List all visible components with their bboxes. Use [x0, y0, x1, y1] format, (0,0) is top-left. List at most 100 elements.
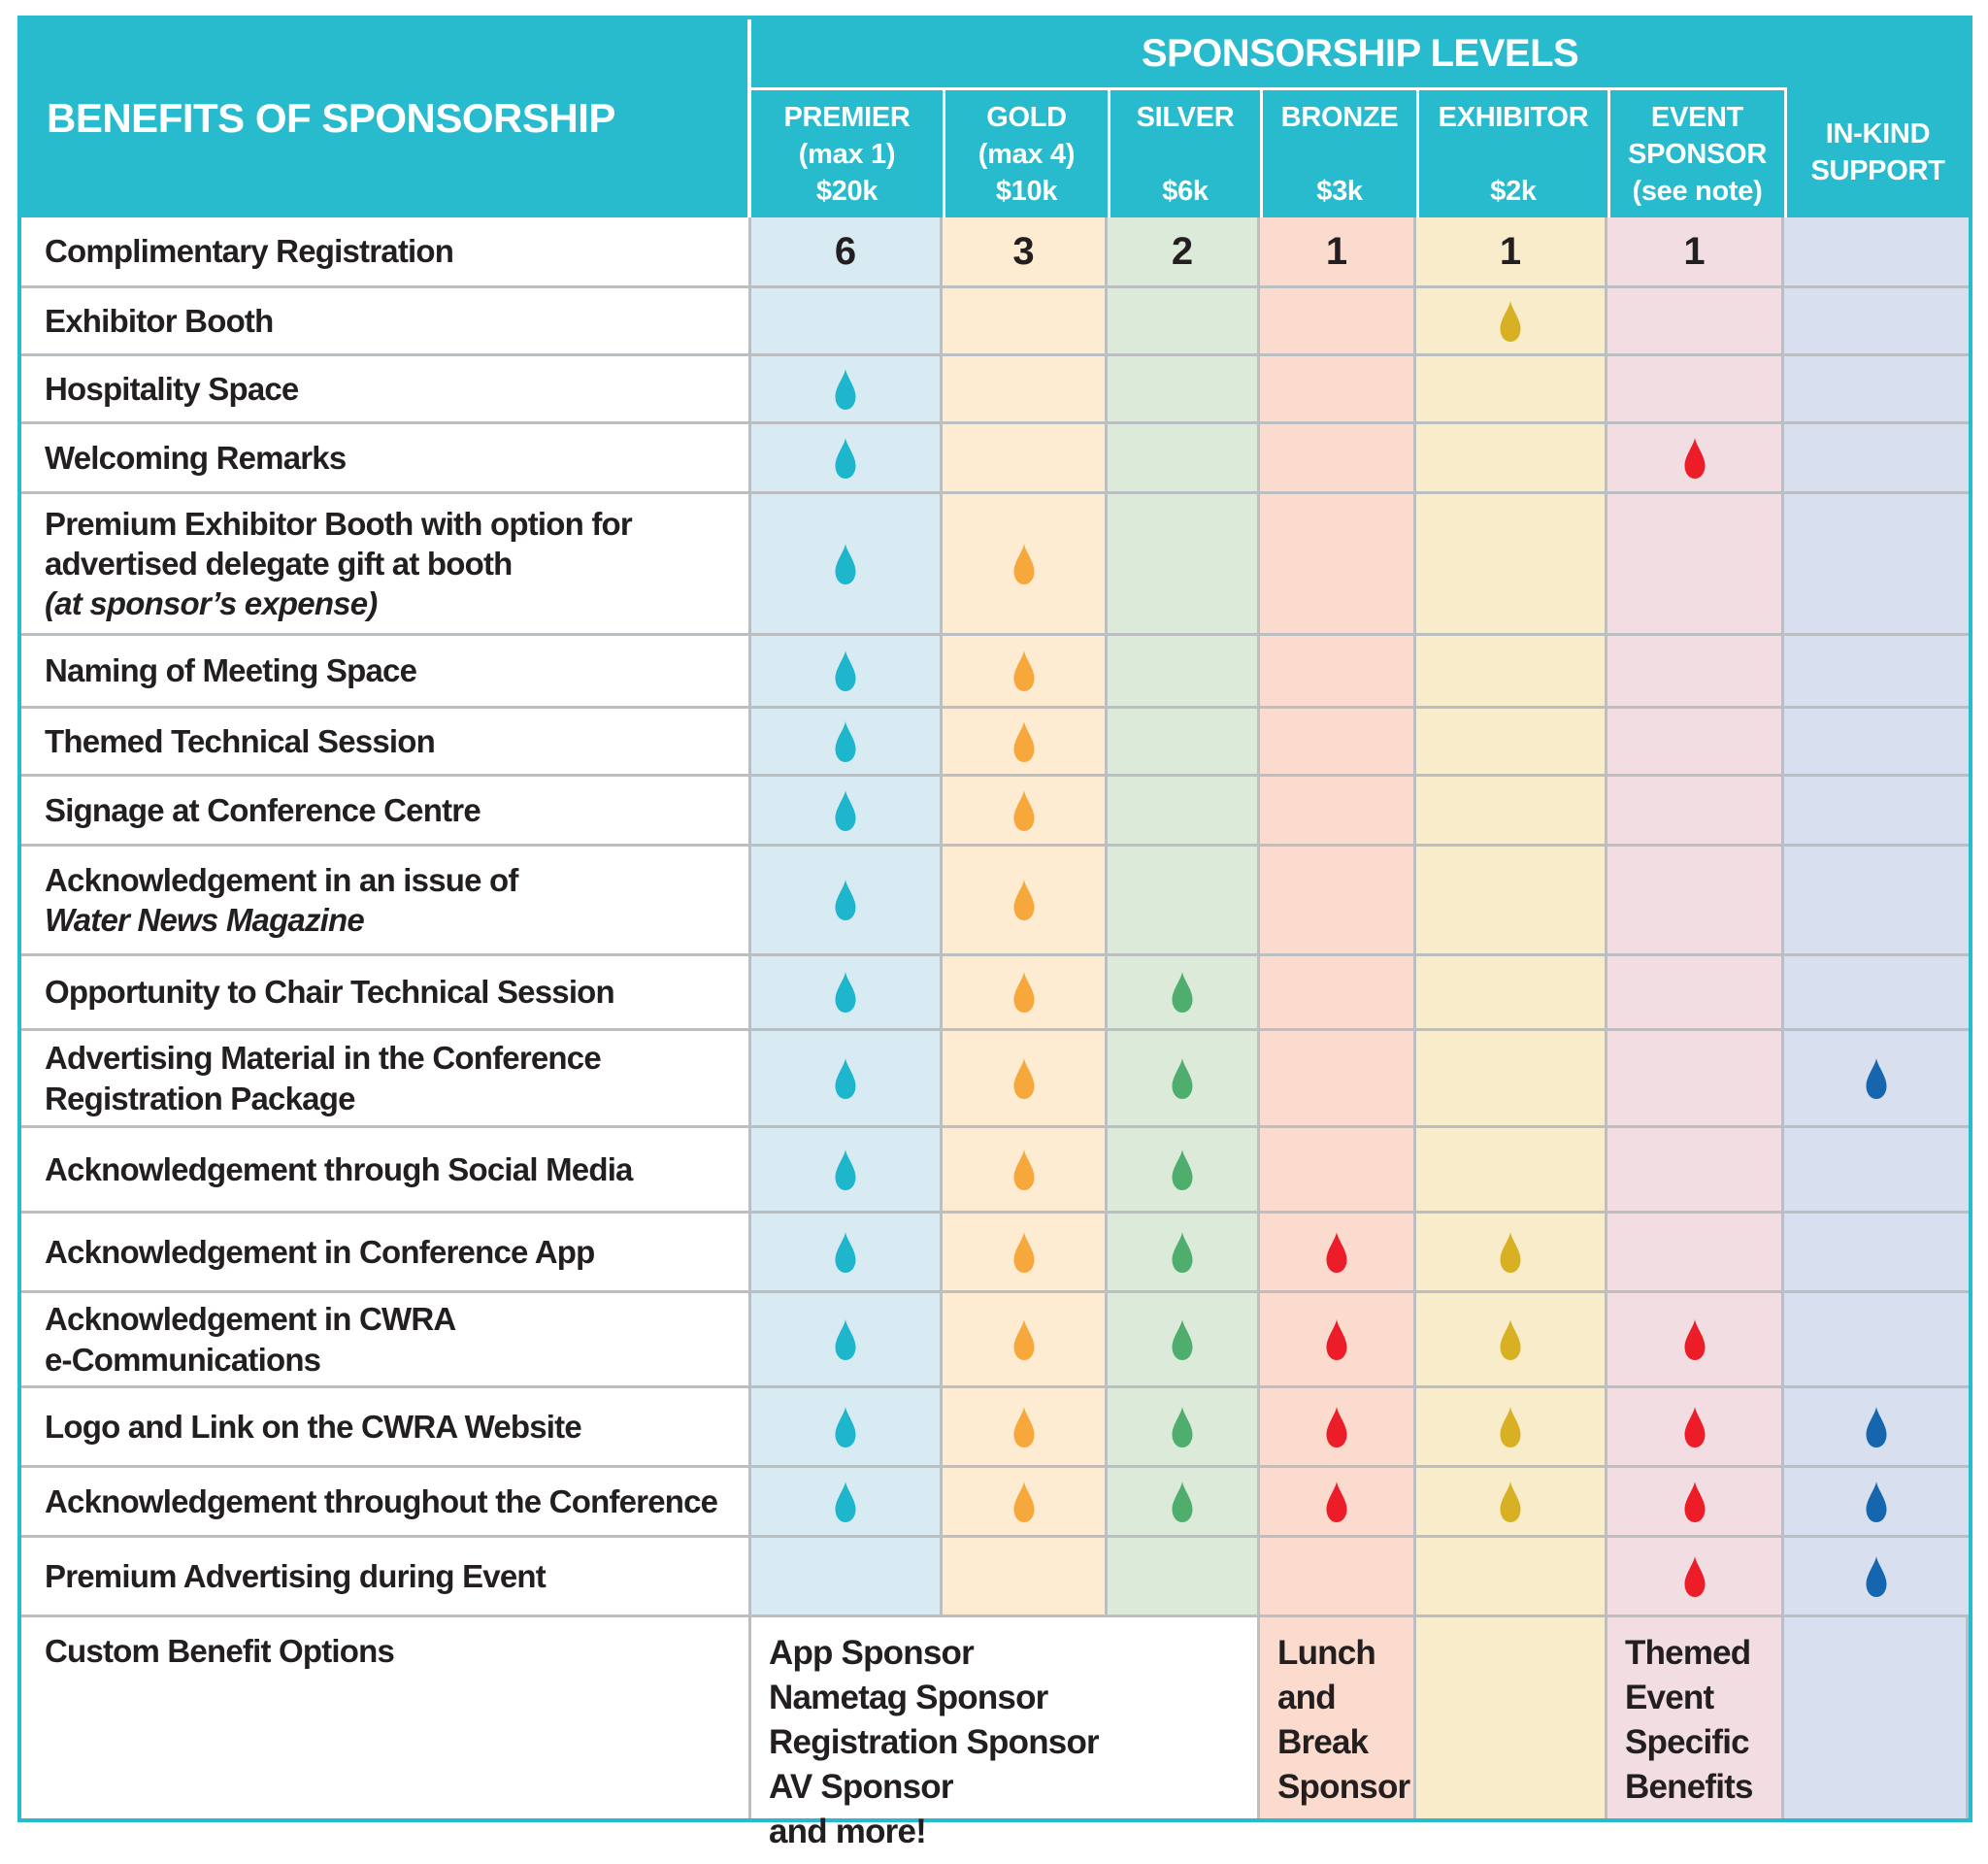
benefit-cell-in-kind: [1784, 288, 1969, 356]
benefit-cell-exhibitor: [1416, 1293, 1607, 1388]
water-drop-icon: [1013, 1481, 1034, 1522]
row-label: Hospitality Space: [45, 370, 299, 407]
benefit-cell-exhibitor: [1416, 1214, 1607, 1293]
water-drop-icon: [1684, 1481, 1705, 1522]
benefit-cell-in-kind: [1784, 494, 1969, 636]
custom-event-cell: Themed Event Specific Benefits: [1607, 1617, 1784, 1818]
row-label: Opportunity to Chair Technical Session: [45, 974, 615, 1011]
benefit-cell-in-kind: [1784, 1214, 1969, 1293]
benefit-cell-premier: [751, 1214, 943, 1293]
benefit-cell-gold: [943, 1031, 1108, 1128]
water-drop-icon: [1500, 1481, 1521, 1522]
benefit-cell-bronze: [1260, 636, 1416, 709]
benefit-cell-gold: [943, 1128, 1108, 1214]
benefit-cell-event-sponsor: [1607, 1128, 1784, 1214]
water-drop-icon: [1013, 972, 1034, 1013]
benefit-cell-event-sponsor: [1607, 494, 1784, 636]
benefits-title: BENEFITS OF SPONSORSHIP: [47, 95, 615, 141]
benefit-cell-in-kind: [1784, 777, 1969, 847]
benefit-cell-in-kind: [1784, 956, 1969, 1031]
benefit-cell-exhibitor: [1416, 636, 1607, 709]
level-column-title: EXHIBITOR $2k: [1438, 101, 1589, 207]
benefit-cell-gold: [943, 636, 1108, 709]
benefit-cell-premier: [751, 847, 943, 956]
benefit-cell-in-kind: [1784, 424, 1969, 494]
row-label: Logo and Link on the CWRA Website: [45, 1408, 582, 1445]
water-drop-icon: [1500, 1318, 1521, 1360]
benefit-cell-bronze: [1260, 1128, 1416, 1214]
benefit-label-cell: Advertising Material in the Conference R…: [21, 1031, 751, 1128]
benefit-label-cell: Naming of Meeting Space: [21, 636, 751, 709]
benefit-cell-premier: [751, 1031, 943, 1128]
water-drop-icon: [835, 720, 856, 762]
benefit-cell-silver: [1108, 777, 1260, 847]
benefit-label-cell: Acknowledgement in CWRA e-Communications: [21, 1293, 751, 1388]
benefit-cell-gold: [943, 424, 1108, 494]
row-label: Exhibitor Booth: [45, 302, 274, 339]
benefit-cell-silver: [1108, 1293, 1260, 1388]
water-drop-icon: [1013, 543, 1034, 584]
benefit-cell-gold: [943, 288, 1108, 356]
benefit-cell-in-kind: [1784, 1388, 1969, 1468]
level-column-title: BRONZE $3k: [1280, 101, 1399, 207]
benefit-cell-silver: [1108, 494, 1260, 636]
benefit-cell-exhibitor: [1416, 956, 1607, 1031]
level-column-title: SILVER $6k: [1136, 101, 1235, 207]
benefit-cell-bronze: [1260, 1468, 1416, 1538]
row-label: Signage at Conference Centre: [45, 791, 481, 828]
benefit-label-cell: Logo and Link on the CWRA Website: [21, 1388, 751, 1468]
benefit-label-cell: Acknowledgement through Social Media: [21, 1128, 751, 1214]
water-drop-icon: [835, 1318, 856, 1360]
benefit-cell-gold: [943, 1388, 1108, 1468]
benefit-cell-bronze: [1260, 1538, 1416, 1617]
benefit-cell-event-sponsor: [1607, 1388, 1784, 1468]
benefit-cell-gold: [943, 847, 1108, 956]
row-label: Complimentary Registration: [45, 233, 454, 270]
benefit-cell-bronze: [1260, 956, 1416, 1031]
benefit-cell-event-sponsor: [1607, 1031, 1784, 1128]
benefit-cell-silver: [1108, 847, 1260, 956]
benefit-cell-exhibitor: 1: [1416, 217, 1607, 288]
water-drop-icon: [1172, 972, 1193, 1013]
benefit-cell-gold: [943, 777, 1108, 847]
water-drop-icon: [1013, 789, 1034, 831]
benefit-cell-exhibitor: [1416, 494, 1607, 636]
level-column-title: PREMIER (max 1) $20k: [783, 101, 911, 207]
benefit-cell-premier: [751, 709, 943, 777]
benefit-cell-gold: [943, 356, 1108, 424]
benefit-cell-silver: [1108, 709, 1260, 777]
benefit-label-cell: Acknowledgement in Conference App: [21, 1214, 751, 1293]
water-drop-icon: [835, 789, 856, 831]
benefit-cell-exhibitor: [1416, 424, 1607, 494]
water-drop-icon: [1500, 300, 1521, 342]
row-label: Welcoming Remarks: [45, 439, 347, 476]
benefit-cell-silver: [1108, 1031, 1260, 1128]
benefit-cell-silver: [1108, 956, 1260, 1031]
benefit-cell-premier: [751, 1128, 943, 1214]
water-drop-icon: [1013, 720, 1034, 762]
benefit-cell-premier: [751, 1468, 943, 1538]
benefit-cell-in-kind: [1784, 1031, 1969, 1128]
level-column-header-in-kind: IN-KIND SUPPORT: [1784, 87, 1969, 217]
water-drop-icon: [1500, 1231, 1521, 1273]
levels-title: SPONSORSHIP LEVELS: [1141, 31, 1579, 75]
custom-packages-text: App Sponsor Nametag Sponsor Registration…: [769, 1634, 1100, 1850]
water-drop-icon: [835, 880, 856, 920]
levels-header-group: SPONSORSHIP LEVELS PREMIER (max 1) $20k …: [751, 19, 1969, 217]
benefit-label-cell: Opportunity to Chair Technical Session: [21, 956, 751, 1031]
benefit-cell-bronze: [1260, 1031, 1416, 1128]
row-label: Premium Advertising during Event: [45, 1557, 547, 1594]
benefit-cell-silver: [1108, 356, 1260, 424]
water-drop-icon: [835, 1148, 856, 1190]
water-drop-icon: [1866, 1406, 1887, 1448]
row-label-italic: Water News Magazine: [45, 902, 365, 938]
level-column-title: EVENT SPONSOR (see note): [1628, 101, 1767, 207]
custom-event-text: Themed Event Specific Benefits: [1625, 1634, 1753, 1806]
row-label: Naming of Meeting Space: [45, 652, 417, 689]
benefit-cell-exhibitor: [1416, 1128, 1607, 1214]
row-label: Premium Exhibitor Booth with option for …: [45, 505, 633, 582]
benefit-cell-premier: 6: [751, 217, 943, 288]
row-label: Acknowledgement throughout the Conferenc…: [45, 1482, 718, 1519]
custom-row-label-cell: Custom Benefit Options: [21, 1617, 751, 1818]
